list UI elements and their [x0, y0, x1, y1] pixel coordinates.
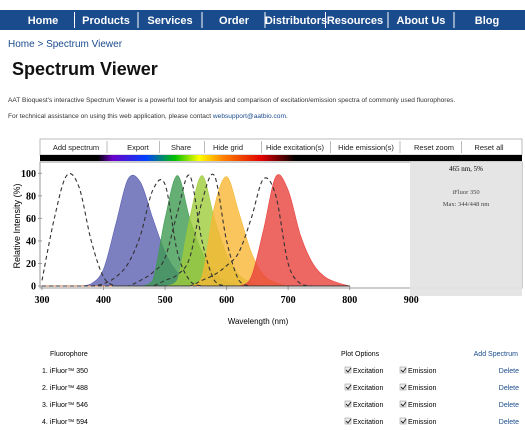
x-tick-label: 500: [158, 295, 173, 306]
x-tick-label: 900: [404, 295, 419, 306]
nav-item[interactable]: Services: [147, 15, 192, 27]
page-title: Spectrum Viewer: [12, 59, 158, 79]
y-tick-label: 60: [26, 214, 36, 225]
x-tick-label: 400: [96, 295, 111, 306]
fluorophore-name: 4. iFluor™ 594: [42, 419, 88, 426]
y-tick-label: 0: [31, 282, 36, 293]
table-header: Fluorophore: [50, 351, 88, 358]
checkbox[interactable]: [344, 417, 352, 425]
checkmark: [345, 418, 352, 424]
nav-item[interactable]: Products: [82, 15, 130, 27]
x-tick-label: 300: [35, 295, 50, 306]
plot-option: Emission: [408, 368, 437, 375]
plot-option: Excitation: [353, 419, 383, 426]
fluorophore-name: 3. iFluor™ 546: [42, 402, 88, 409]
y-axis-title: Relative Intensity (%): [12, 183, 22, 268]
checkmark: [400, 418, 407, 424]
plot-option: Excitation: [353, 402, 383, 409]
toolbar-button[interactable]: Export: [127, 143, 150, 152]
checkbox[interactable]: [344, 366, 352, 374]
toolbar-button[interactable]: Share: [171, 143, 191, 152]
contact-end: .: [286, 113, 288, 120]
checkbox[interactable]: [399, 366, 407, 374]
excitation-line: [41, 177, 350, 287]
toolbar-button[interactable]: Hide excitation(s): [266, 143, 324, 152]
y-tick-label: 40: [26, 236, 36, 247]
delete-link[interactable]: Delete: [499, 368, 519, 375]
fluorophore-name: 1. iFluor™ 350: [42, 368, 88, 375]
plot-option: Emission: [408, 385, 437, 392]
fluorophore-table: Fluorophore Plot Options Add Spectrum 1. iF…: [42, 351, 519, 426]
spectrum-bar: [40, 155, 522, 161]
checkmark: [400, 401, 407, 407]
toolbar-button[interactable]: Hide grid: [213, 143, 243, 152]
delete-link[interactable]: Delete: [499, 419, 519, 426]
checkbox[interactable]: [399, 417, 407, 425]
contact-link[interactable]: websupport@aatbio.com: [212, 113, 287, 120]
nav-item[interactable]: Order: [219, 15, 250, 27]
nav-item[interactable]: Distributors: [265, 15, 327, 27]
toolbar-button[interactable]: Add spectrum: [53, 143, 99, 152]
y-tick-label: 20: [26, 259, 36, 270]
plot-option: Excitation: [353, 385, 383, 392]
y-tick-label: 100: [21, 169, 36, 180]
checkmark: [345, 401, 352, 407]
plot-option: Emission: [408, 402, 437, 409]
nav-bar: [0, 10, 525, 30]
x-tick-label: 600: [219, 295, 234, 306]
tooltip-line: Max: 344/448 nm: [443, 201, 490, 208]
nav-item[interactable]: Resources: [327, 15, 383, 27]
chart: 0 20 40 60 80 100 300 400 500 600 700 800 900 Wavelen…: [12, 161, 523, 326]
tooltip-line: 465 nm, 5%: [449, 165, 483, 173]
checkbox[interactable]: [344, 383, 352, 391]
nav-item[interactable]: Home: [28, 15, 59, 27]
y-tick-label: 80: [26, 191, 36, 202]
delete-link[interactable]: Delete: [499, 402, 519, 409]
contact-text: For technical assistance on using this w…: [8, 113, 211, 120]
plot-option: Emission: [408, 419, 437, 426]
toolbar-button[interactable]: Reset all: [474, 143, 504, 152]
toolbar-items: Add spectrum Export Share Hide grid Hide exc…: [53, 141, 504, 153]
checkmark: [345, 384, 352, 390]
fluorophore-name: 2. iFluor™ 488: [42, 385, 88, 392]
checkmark: [400, 384, 407, 390]
table-header[interactable]: Add Spectrum: [474, 351, 519, 358]
table-header: Plot Options: [341, 351, 380, 358]
checkmark: [400, 367, 407, 373]
x-tick-label: 700: [281, 295, 296, 306]
checkbox[interactable]: [399, 383, 407, 391]
delete-link[interactable]: Delete: [499, 385, 519, 392]
plot-option: Excitation: [353, 368, 383, 375]
intro: AAT Bioquest's interactive Spectrum View…: [8, 97, 455, 104]
breadcrumb[interactable]: Home > Spectrum Viewer: [8, 39, 123, 50]
toolbar-button[interactable]: Reset zoom: [414, 143, 454, 152]
nav-item[interactable]: Blog: [475, 15, 499, 27]
nav-item[interactable]: About Us: [397, 15, 446, 27]
checkmark: [345, 367, 352, 373]
checkbox[interactable]: [344, 400, 352, 408]
tooltip-line: iFluor 350: [452, 189, 479, 196]
x-tick-label: 800: [342, 295, 357, 306]
tooltip-panel: [410, 162, 522, 296]
contact: For technical assistance on using this w…: [8, 113, 288, 120]
nav: Home Products Services Order Distributors Res…: [28, 12, 499, 28]
checkbox[interactable]: [399, 400, 407, 408]
x-axis-title: Wavelength (nm): [228, 317, 289, 326]
toolbar-button[interactable]: Hide emission(s): [338, 143, 394, 152]
